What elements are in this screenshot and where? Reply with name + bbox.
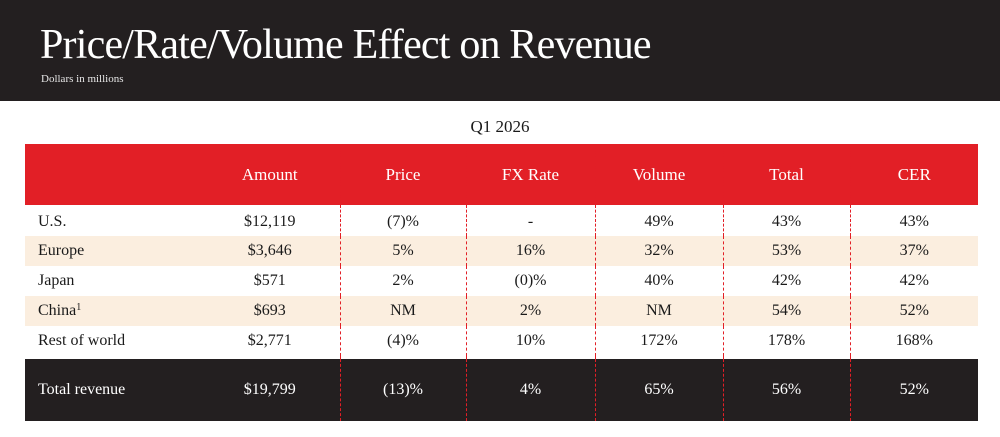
cell-cer: 168% (849, 326, 978, 356)
column-header-volume: Volume (594, 144, 723, 205)
spacer-cell (200, 356, 340, 359)
column-header-cer: CER (849, 144, 978, 205)
cell-volume: NM (594, 296, 723, 326)
spacer-cell (465, 356, 595, 359)
spacer-cell (722, 356, 850, 359)
row-label-text: Rest of world (38, 332, 126, 349)
footnote-marker: 1 (76, 302, 82, 313)
cell-fx-rate: (0)% (465, 266, 595, 296)
cell-amount: $3,646 (200, 236, 340, 266)
column-header-price: Price (339, 144, 466, 205)
column-header-fx-rate: FX Rate (465, 144, 595, 205)
cell-fx-rate: 10% (465, 326, 595, 356)
cell-cer: 42% (849, 266, 978, 296)
row-label-text: Japan (38, 272, 75, 289)
cell-fx-rate: 16% (465, 236, 595, 266)
spacer-cell (339, 356, 466, 359)
cell-fx-rate: - (465, 205, 595, 236)
spacer-cell (25, 356, 200, 359)
cell-total: 54% (722, 296, 850, 326)
table-row: China1 $693 NM 2% NM 54% 52% (25, 296, 978, 326)
total-cer: 52% (849, 359, 978, 421)
cell-amount: $2,771 (247, 332, 292, 349)
revenue-effect-table: Amount Price FX Rate Volume Total CER U.… (25, 144, 978, 421)
total-volume: 65% (594, 359, 723, 421)
table-row: Japan $571 2% (0)% 40% 42% 42% (25, 266, 978, 296)
total-total: 56% (722, 359, 850, 421)
table-header-row: Amount Price FX Rate Volume Total CER (25, 144, 978, 205)
row-label: Rest of world (25, 326, 200, 356)
cell-amount: $12,119 (244, 213, 296, 230)
cell-price: (7)% (339, 205, 466, 236)
header-bar: Price/Rate/Volume Effect on Revenue Doll… (0, 0, 1000, 101)
total-row: Total revenue $19,799 (13)% 4% 65% 56% 5… (25, 359, 978, 421)
cell-cer: 43% (849, 205, 978, 236)
cell-total: 178% (722, 326, 850, 356)
cell-total: 53% (722, 236, 850, 266)
cell-volume: 40% (594, 266, 723, 296)
row-label-text: U.S. (38, 213, 67, 230)
page-subtitle: Dollars in millions (41, 73, 124, 85)
column-header-amount: Amount (200, 144, 340, 205)
row-label-text: Europe (38, 242, 85, 259)
row-label: Europe (25, 236, 200, 266)
column-header-total: Total (722, 144, 850, 205)
total-label: Total revenue (25, 359, 200, 421)
cell-price: NM (339, 296, 466, 326)
cell-amount: $571 (253, 272, 286, 289)
table-row: U.S. $12,119 (7)% - 49% 43% 43% (25, 205, 978, 236)
cell-cer: 52% (849, 296, 978, 326)
cell-volume: 49% (594, 205, 723, 236)
spacer-cell (849, 356, 978, 359)
cell-fx-rate: 2% (465, 296, 595, 326)
row-label: Japan (25, 266, 200, 296)
page-title: Price/Rate/Volume Effect on Revenue (40, 22, 652, 68)
period-label: Q1 2026 (470, 117, 530, 136)
row-label: U.S. (25, 205, 200, 236)
table-row: Europe $3,646 5% 16% 32% 53% 37% (25, 236, 978, 266)
cell-price: 5% (339, 236, 466, 266)
cell-cer: 37% (849, 236, 978, 266)
column-header-label (25, 144, 200, 205)
cell-volume: 172% (594, 326, 723, 356)
cell-price: (4)% (339, 326, 466, 356)
cell-price: 2% (339, 266, 466, 296)
cell-total: 43% (722, 205, 850, 236)
row-label: China1 (25, 296, 200, 326)
row-spacer (25, 356, 978, 359)
total-price: (13)% (339, 359, 466, 421)
table-row: Rest of world $2,771 (4)% 10% 172% 178% … (25, 326, 978, 356)
spacer-cell (594, 356, 723, 359)
row-label-text: China (38, 302, 77, 319)
total-amount: $19,799 (200, 359, 340, 421)
cell-total: 42% (722, 266, 850, 296)
total-fx-rate: 4% (465, 359, 595, 421)
cell-volume: 32% (594, 236, 723, 266)
cell-amount: $693 (200, 296, 340, 326)
